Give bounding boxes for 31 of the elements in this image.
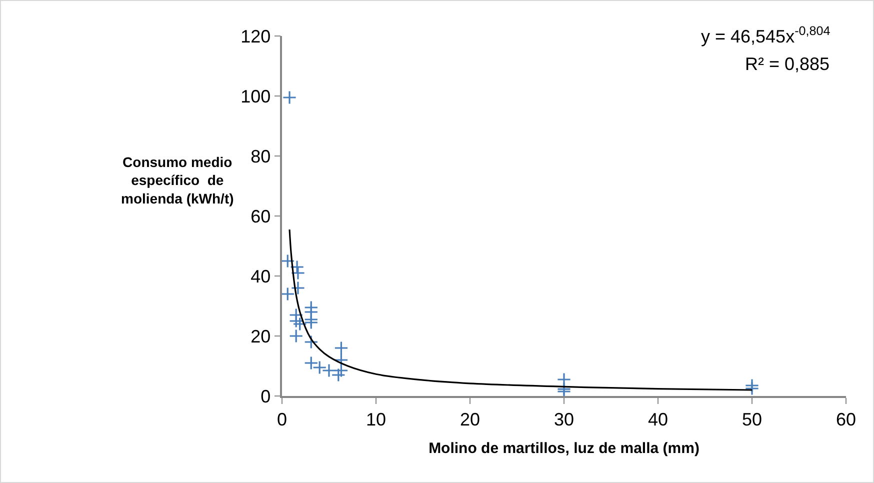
line-series (288, 228, 753, 391)
point (282, 90, 297, 105)
y-axis-title: Consumo medio específico de molienda (kWh/t) (121, 154, 234, 206)
x-tick-label: 60 (836, 409, 856, 430)
x-tick-label: 40 (648, 409, 668, 430)
point (334, 340, 348, 356)
annotation: y = 46,545x$^{-0,804}$ (701, 24, 830, 47)
point (334, 363, 348, 378)
y-tick-label: 20 (250, 326, 271, 346)
point (292, 316, 307, 332)
point (304, 334, 318, 350)
point (744, 381, 760, 396)
annotation: R² = 0,885 (745, 54, 830, 74)
x-axis-title: Molino de martillos, luz de malla (mm) (428, 440, 700, 457)
point (290, 266, 306, 280)
y-tick-label: 0 (260, 386, 271, 406)
point (304, 315, 318, 330)
x-tick-label: 50 (742, 409, 762, 430)
x-tick-label: 30 (554, 409, 574, 430)
point (289, 328, 304, 344)
y-tick-label: 60 (250, 206, 271, 226)
point (290, 280, 306, 296)
y-tick-label: 80 (250, 146, 271, 166)
point (282, 286, 295, 302)
y-tick-label: 40 (250, 266, 271, 286)
y-tick-label: 100 (240, 86, 271, 106)
x-tick-label: 20 (460, 409, 480, 430)
x-tick-label: 10 (366, 409, 386, 430)
x-tick-label: 0 (276, 409, 288, 430)
y-tick-label: 120 (240, 26, 271, 46)
point (289, 314, 304, 328)
